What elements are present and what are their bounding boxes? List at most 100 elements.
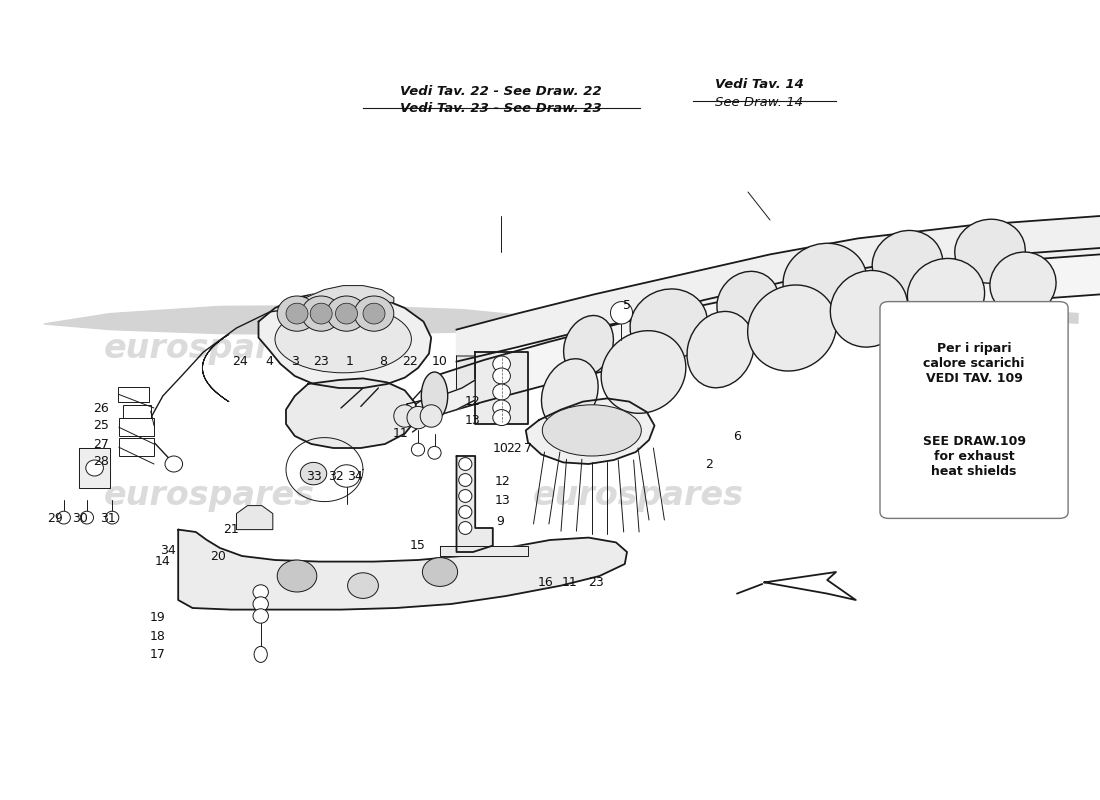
Polygon shape [456,456,493,552]
Text: Vedi Tav. 14: Vedi Tav. 14 [715,78,803,91]
FancyBboxPatch shape [880,302,1068,518]
Text: 17: 17 [150,648,165,661]
Ellipse shape [275,306,411,373]
Text: 33: 33 [306,470,321,482]
Text: 4: 4 [265,355,274,368]
Text: eurospares: eurospares [532,479,744,513]
Text: See Draw. 14: See Draw. 14 [715,96,803,109]
Text: 12: 12 [465,395,481,408]
Text: eurospares: eurospares [532,331,744,365]
Ellipse shape [253,585,268,599]
Polygon shape [440,546,528,556]
Text: 23: 23 [588,576,604,589]
Bar [119,438,154,456]
Text: 24: 24 [232,355,248,368]
Text: 18: 18 [150,630,165,642]
Polygon shape [434,248,1100,416]
Text: 20: 20 [210,550,225,562]
Ellipse shape [422,558,458,586]
Ellipse shape [630,289,707,361]
Ellipse shape [394,405,416,427]
Polygon shape [456,356,475,404]
Text: 15: 15 [410,539,426,552]
Bar [118,387,148,402]
Ellipse shape [411,443,425,456]
Polygon shape [764,572,856,600]
Ellipse shape [254,646,267,662]
Text: 8: 8 [378,355,387,368]
Ellipse shape [688,311,754,388]
Ellipse shape [348,573,378,598]
Text: 30: 30 [73,512,88,525]
Polygon shape [79,448,110,488]
Text: 25: 25 [94,419,109,432]
Text: 14: 14 [155,555,170,568]
Ellipse shape [563,315,614,376]
Ellipse shape [493,384,510,400]
Text: Vedi Tav. 22 - See Draw. 22: Vedi Tav. 22 - See Draw. 22 [399,85,602,98]
Ellipse shape [86,460,103,476]
Ellipse shape [286,303,308,324]
Ellipse shape [407,406,429,429]
Text: Vedi Tav. 23 - See Draw. 23: Vedi Tav. 23 - See Draw. 23 [399,102,602,115]
Polygon shape [44,306,550,334]
Ellipse shape [165,456,183,472]
Text: SEE DRAW.109
for exhaust
heat shields: SEE DRAW.109 for exhaust heat shields [923,435,1025,478]
Ellipse shape [301,296,341,331]
Ellipse shape [610,302,632,324]
Text: 26: 26 [94,402,109,414]
Ellipse shape [277,560,317,592]
Text: 28: 28 [94,455,109,468]
Ellipse shape [363,303,385,324]
Text: 6: 6 [733,430,741,442]
Ellipse shape [253,597,268,611]
Text: 22: 22 [403,355,418,368]
Text: 11: 11 [562,576,578,589]
Text: Per i ripari
calore scarichi
VEDI TAV. 109: Per i ripari calore scarichi VEDI TAV. 1… [923,342,1025,385]
Text: 22: 22 [506,442,521,454]
Text: 10: 10 [493,442,508,454]
Ellipse shape [459,522,472,534]
Ellipse shape [908,258,985,330]
Ellipse shape [717,271,779,335]
Text: 21: 21 [223,523,239,536]
Text: 9: 9 [496,515,505,528]
Ellipse shape [493,356,510,372]
Text: 29: 29 [47,512,63,525]
Text: 10: 10 [432,355,448,368]
Ellipse shape [336,303,358,324]
Text: 13: 13 [465,414,481,426]
Text: 12: 12 [495,475,510,488]
Text: 1: 1 [345,355,354,368]
Text: 32: 32 [328,470,343,482]
Ellipse shape [253,609,268,623]
Ellipse shape [106,511,119,524]
Ellipse shape [493,410,510,426]
Polygon shape [475,352,528,424]
Text: 19: 19 [150,611,165,624]
Text: 31: 31 [100,512,116,525]
Ellipse shape [459,490,472,502]
Polygon shape [526,398,654,464]
Text: 3: 3 [290,355,299,368]
Ellipse shape [57,511,70,524]
Ellipse shape [748,285,836,371]
Text: 27: 27 [94,438,109,450]
Ellipse shape [493,400,510,416]
Text: 16: 16 [538,576,553,589]
Ellipse shape [327,296,366,331]
Bar [123,405,151,418]
Ellipse shape [493,368,510,384]
Text: 11: 11 [393,427,408,440]
Ellipse shape [277,296,317,331]
Ellipse shape [955,219,1025,283]
Ellipse shape [602,330,685,414]
Ellipse shape [830,270,908,347]
Text: eurospares: eurospares [103,331,315,365]
Ellipse shape [420,405,442,427]
Polygon shape [258,292,431,388]
Ellipse shape [428,446,441,459]
Ellipse shape [310,303,332,324]
Ellipse shape [459,458,472,470]
Text: eurospares: eurospares [103,479,315,513]
